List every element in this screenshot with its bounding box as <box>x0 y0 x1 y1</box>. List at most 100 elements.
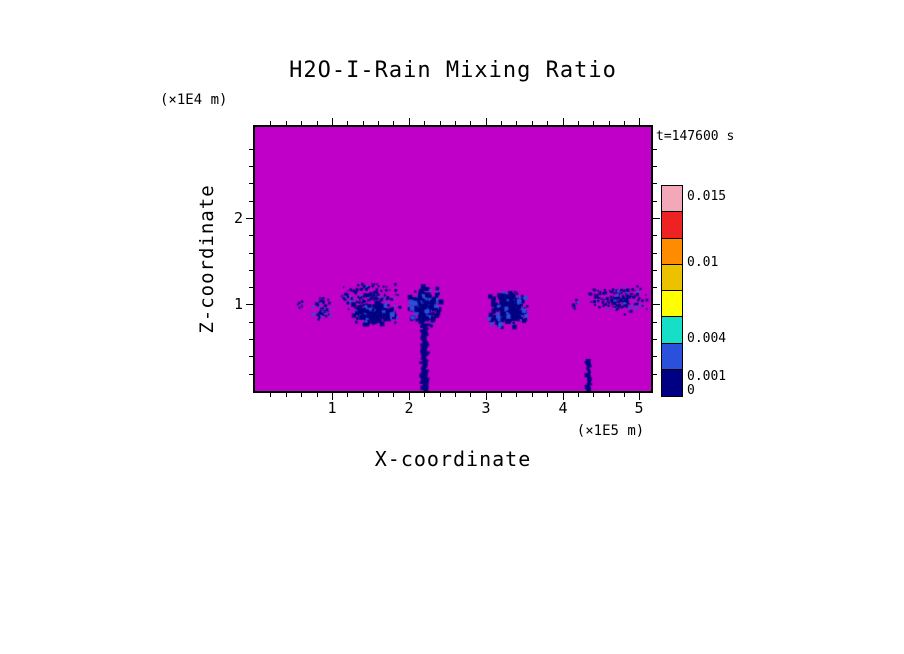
x-minor-tick <box>363 121 364 125</box>
y-major-tick <box>653 218 660 219</box>
x-minor-tick <box>578 393 579 397</box>
colorbar-segment-cyan <box>662 317 682 344</box>
x-major-tick <box>409 118 410 125</box>
x-major-tick <box>563 393 564 400</box>
colorbar-segment-amber <box>662 264 682 291</box>
x-major-tick <box>563 118 564 125</box>
x-minor-tick <box>470 393 471 397</box>
x-minor-tick <box>501 121 502 125</box>
y-minor-tick <box>249 339 253 340</box>
x-minor-tick <box>578 121 579 125</box>
colorbar-segment-navy <box>662 369 682 396</box>
y-minor-tick <box>653 235 657 236</box>
colorbar-segment-pink <box>662 186 682 213</box>
y-minor-tick <box>653 201 657 202</box>
y-major-tick <box>653 304 660 305</box>
colorbar-segment-yellow <box>662 291 682 318</box>
x-tick-label: 5 <box>634 399 644 417</box>
x-minor-tick <box>593 121 594 125</box>
x-minor-tick <box>424 393 425 397</box>
x-minor-tick <box>547 121 548 125</box>
x-axis-units-label: (×1E5 m) <box>576 423 645 439</box>
x-minor-tick <box>424 121 425 125</box>
colorbar-segment-red <box>662 212 682 239</box>
y-minor-tick <box>653 374 657 375</box>
x-minor-tick <box>609 121 610 125</box>
x-major-tick <box>639 393 640 400</box>
x-major-tick <box>409 393 410 400</box>
y-minor-tick <box>249 166 253 167</box>
y-minor-tick <box>249 356 253 357</box>
colorbar-tick-label: 0.001 <box>687 369 727 385</box>
plot-area <box>253 125 653 393</box>
time-annotation: t=147600 s <box>656 129 735 144</box>
y-minor-tick <box>653 287 657 288</box>
y-major-tick <box>246 218 253 219</box>
x-minor-tick <box>301 121 302 125</box>
y-minor-tick <box>653 149 657 150</box>
y-major-tick <box>246 304 253 305</box>
x-minor-tick <box>455 121 456 125</box>
y-minor-tick <box>249 201 253 202</box>
x-minor-tick <box>624 393 625 397</box>
y-minor-tick <box>249 183 253 184</box>
x-minor-tick <box>547 393 548 397</box>
x-minor-tick <box>393 393 394 397</box>
colorbar-tick-label: 0.004 <box>687 331 727 347</box>
x-minor-tick <box>317 393 318 397</box>
x-minor-tick <box>516 121 517 125</box>
y-minor-tick <box>653 339 657 340</box>
chart-title: H2O-I-Rain Mixing Ratio <box>289 58 617 83</box>
y-minor-tick <box>653 356 657 357</box>
x-minor-tick <box>270 393 271 397</box>
x-major-tick <box>332 118 333 125</box>
x-tick-label: 1 <box>327 399 337 417</box>
x-minor-tick <box>317 121 318 125</box>
x-minor-tick <box>440 121 441 125</box>
colorbar-tick-label: 0.015 <box>687 188 727 204</box>
x-minor-tick <box>270 121 271 125</box>
y-minor-tick <box>249 322 253 323</box>
colorbar-tick-label: 0.01 <box>687 254 719 270</box>
y-minor-tick <box>653 322 657 323</box>
x-minor-tick <box>347 393 348 397</box>
x-minor-tick <box>440 393 441 397</box>
y-tick-label: 1 <box>233 295 243 313</box>
x-minor-tick <box>532 393 533 397</box>
x-tick-label: 3 <box>481 399 491 417</box>
y-minor-tick <box>653 166 657 167</box>
y-minor-tick <box>249 270 253 271</box>
x-minor-tick <box>393 121 394 125</box>
y-axis-units-label: (×1E4 m) <box>160 92 228 108</box>
y-minor-tick <box>249 287 253 288</box>
x-minor-tick <box>363 393 364 397</box>
x-minor-tick <box>286 121 287 125</box>
y-minor-tick <box>249 235 253 236</box>
colorbar-segment-blue <box>662 343 682 370</box>
x-major-tick <box>486 118 487 125</box>
x-major-tick <box>639 118 640 125</box>
x-minor-tick <box>470 121 471 125</box>
x-major-tick <box>332 393 333 400</box>
x-minor-tick <box>516 393 517 397</box>
colorbar-segment-orange <box>662 238 682 265</box>
x-minor-tick <box>301 393 302 397</box>
y-minor-tick <box>249 253 253 254</box>
y-axis-title: Z-coordinate <box>196 184 218 334</box>
x-minor-tick <box>624 121 625 125</box>
x-minor-tick <box>532 121 533 125</box>
x-minor-tick <box>501 393 502 397</box>
x-minor-tick <box>378 393 379 397</box>
y-minor-tick <box>653 183 657 184</box>
x-minor-tick <box>609 393 610 397</box>
x-tick-label: 4 <box>558 399 568 417</box>
x-major-tick <box>486 393 487 400</box>
x-minor-tick <box>347 121 348 125</box>
x-minor-tick <box>286 393 287 397</box>
y-minor-tick <box>249 149 253 150</box>
x-minor-tick <box>455 393 456 397</box>
y-tick-label: 2 <box>233 209 243 227</box>
x-minor-tick <box>378 121 379 125</box>
x-axis-title: X-coordinate <box>374 447 532 471</box>
